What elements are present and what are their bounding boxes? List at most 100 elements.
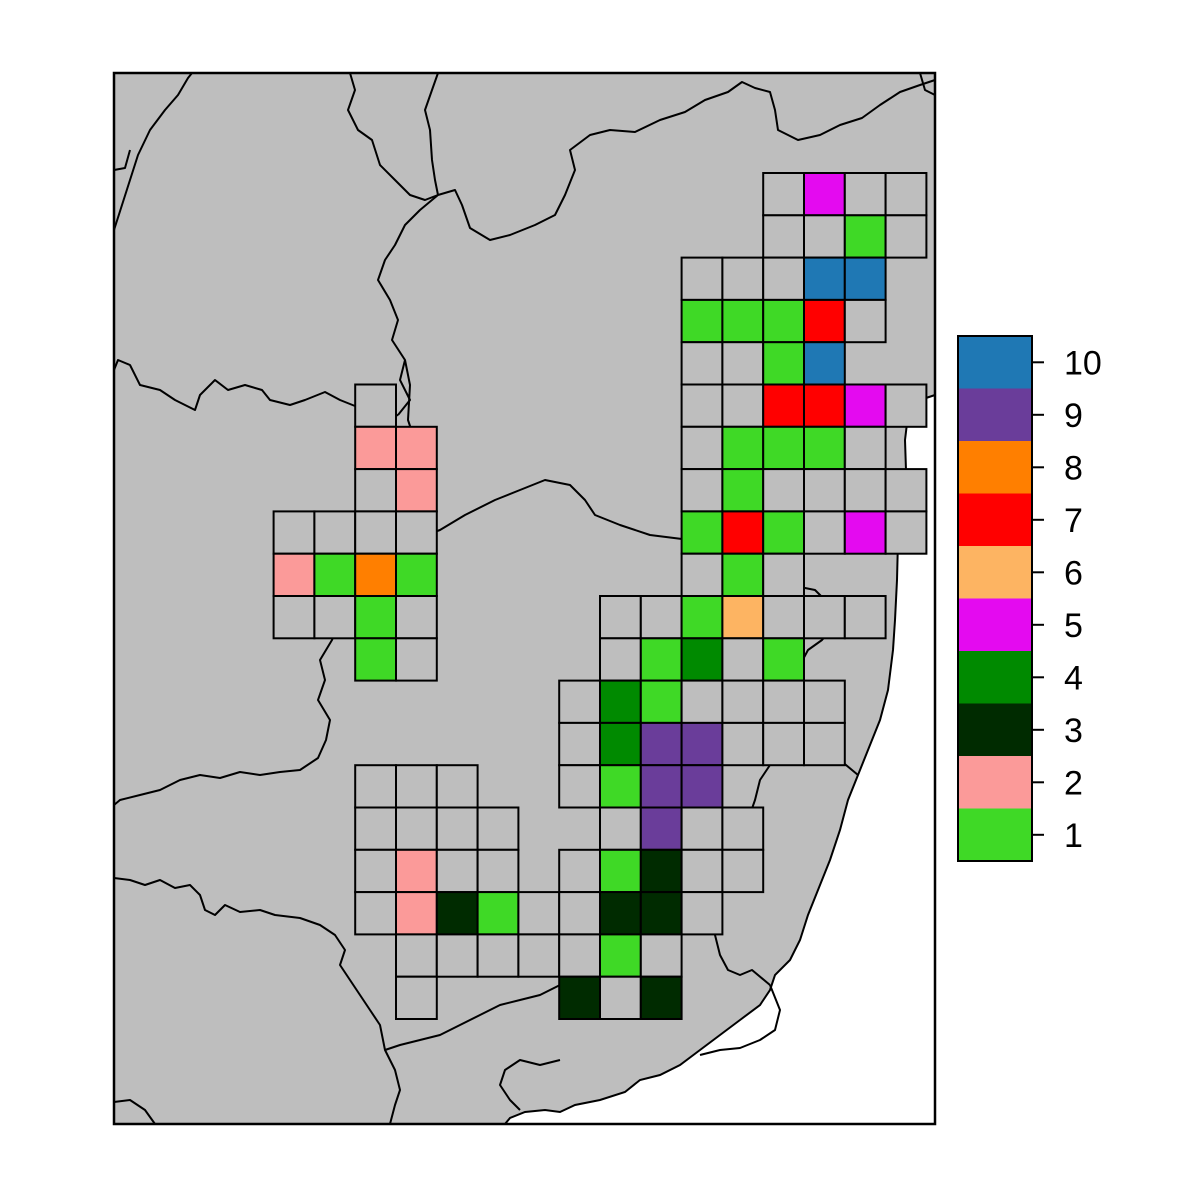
grid-cell xyxy=(680,510,724,555)
legend-label: 6 xyxy=(1064,554,1083,592)
grid-cell xyxy=(680,806,724,851)
grid-cell xyxy=(803,298,846,344)
grid-cell xyxy=(721,637,765,682)
legend-swatch xyxy=(958,703,1032,756)
grid-cell xyxy=(762,679,806,724)
grid-cell xyxy=(354,637,398,682)
grid-cell xyxy=(680,679,724,724)
grid-cell xyxy=(884,383,928,428)
grid-cell xyxy=(435,848,479,894)
grid-cell xyxy=(884,214,928,259)
grid-cell xyxy=(476,806,520,851)
grid-cell xyxy=(395,848,438,894)
grid-cell xyxy=(313,510,357,555)
grid-cell xyxy=(558,933,602,978)
grid-cell xyxy=(680,721,724,767)
grid-cell xyxy=(721,510,765,555)
legend-swatch xyxy=(958,598,1032,651)
grid-cell xyxy=(843,425,887,471)
legend-swatch xyxy=(958,336,1032,389)
grid-cell xyxy=(843,510,887,555)
legend-swatch xyxy=(958,493,1032,546)
grid-cell xyxy=(639,637,683,682)
grid-cell xyxy=(435,933,479,978)
grid-cell xyxy=(843,172,887,217)
grid-cell xyxy=(558,679,602,724)
legend-swatch xyxy=(958,441,1032,494)
grid-cell xyxy=(639,933,683,978)
grid-cell xyxy=(721,383,765,428)
legend-label: 10 xyxy=(1064,344,1102,382)
grid-cell xyxy=(721,806,765,851)
grid-cell xyxy=(476,933,520,978)
grid-cell xyxy=(354,425,398,471)
grid-cell xyxy=(803,256,846,301)
grid-cell xyxy=(395,933,438,978)
legend-swatch xyxy=(958,388,1032,441)
legend-label: 8 xyxy=(1064,449,1083,487)
grid-cell xyxy=(435,806,479,851)
grid-cell xyxy=(354,764,398,809)
grid-cell xyxy=(721,721,765,767)
grid-cell xyxy=(843,595,887,640)
legend-label: 9 xyxy=(1064,397,1083,435)
grid-cell xyxy=(395,468,438,513)
grid-cell xyxy=(395,510,438,555)
grid-cell xyxy=(884,468,928,513)
legend-label: 5 xyxy=(1064,607,1083,645)
grid-cell xyxy=(558,975,602,1021)
grid-cell xyxy=(843,298,887,344)
legend-swatch xyxy=(958,651,1032,704)
grid-cell xyxy=(599,891,642,936)
grid-cell xyxy=(680,256,724,301)
grid-cell xyxy=(721,595,765,640)
grid-cell xyxy=(680,595,724,640)
grid-cell xyxy=(395,975,438,1021)
grid-cell xyxy=(558,848,602,894)
legend-swatch xyxy=(958,546,1032,599)
grid-cell xyxy=(517,891,561,936)
grid-cell xyxy=(721,552,765,598)
grid-cell xyxy=(599,848,642,894)
grid-cell xyxy=(843,256,887,301)
legend-label: 1 xyxy=(1064,817,1083,855)
grid-cell xyxy=(803,721,846,767)
legend-label: 2 xyxy=(1064,764,1083,802)
grid-cell xyxy=(803,468,846,513)
grid-cell xyxy=(884,510,928,555)
grid-cell xyxy=(762,383,806,428)
grid-cell xyxy=(721,256,765,301)
grid-cell xyxy=(721,679,765,724)
grid-cell xyxy=(435,764,479,809)
grid-cell xyxy=(680,764,724,809)
grid-cell xyxy=(354,848,398,894)
grid-cell xyxy=(721,341,765,386)
grid-cell xyxy=(639,764,683,809)
grid-cell xyxy=(517,933,561,978)
grid-cell xyxy=(680,848,724,894)
grid-cell xyxy=(843,383,887,428)
grid-cell xyxy=(762,172,806,217)
legend: 10 9 8 7 6 5 4 3 2 1 xyxy=(957,335,1102,862)
grid-cell xyxy=(599,806,642,851)
grid-cell xyxy=(395,806,438,851)
grid-cell xyxy=(354,806,398,851)
grid-cell xyxy=(803,595,846,640)
grid-cell xyxy=(803,510,846,555)
grid-cells xyxy=(272,172,928,1021)
grid-cell xyxy=(884,172,928,217)
grid-cell xyxy=(639,595,683,640)
grid-cell xyxy=(762,595,806,640)
grid-cell xyxy=(599,764,642,809)
grid-cell xyxy=(721,848,765,894)
grid-cell xyxy=(599,933,642,978)
grid-cell xyxy=(395,595,438,640)
grid-cell xyxy=(639,848,683,894)
grid-cell xyxy=(558,891,602,936)
legend-swatch xyxy=(958,808,1032,861)
grid-cell xyxy=(354,383,398,428)
grid-cell xyxy=(272,510,316,555)
grid-cell xyxy=(762,721,806,767)
grid-cell xyxy=(354,510,398,555)
